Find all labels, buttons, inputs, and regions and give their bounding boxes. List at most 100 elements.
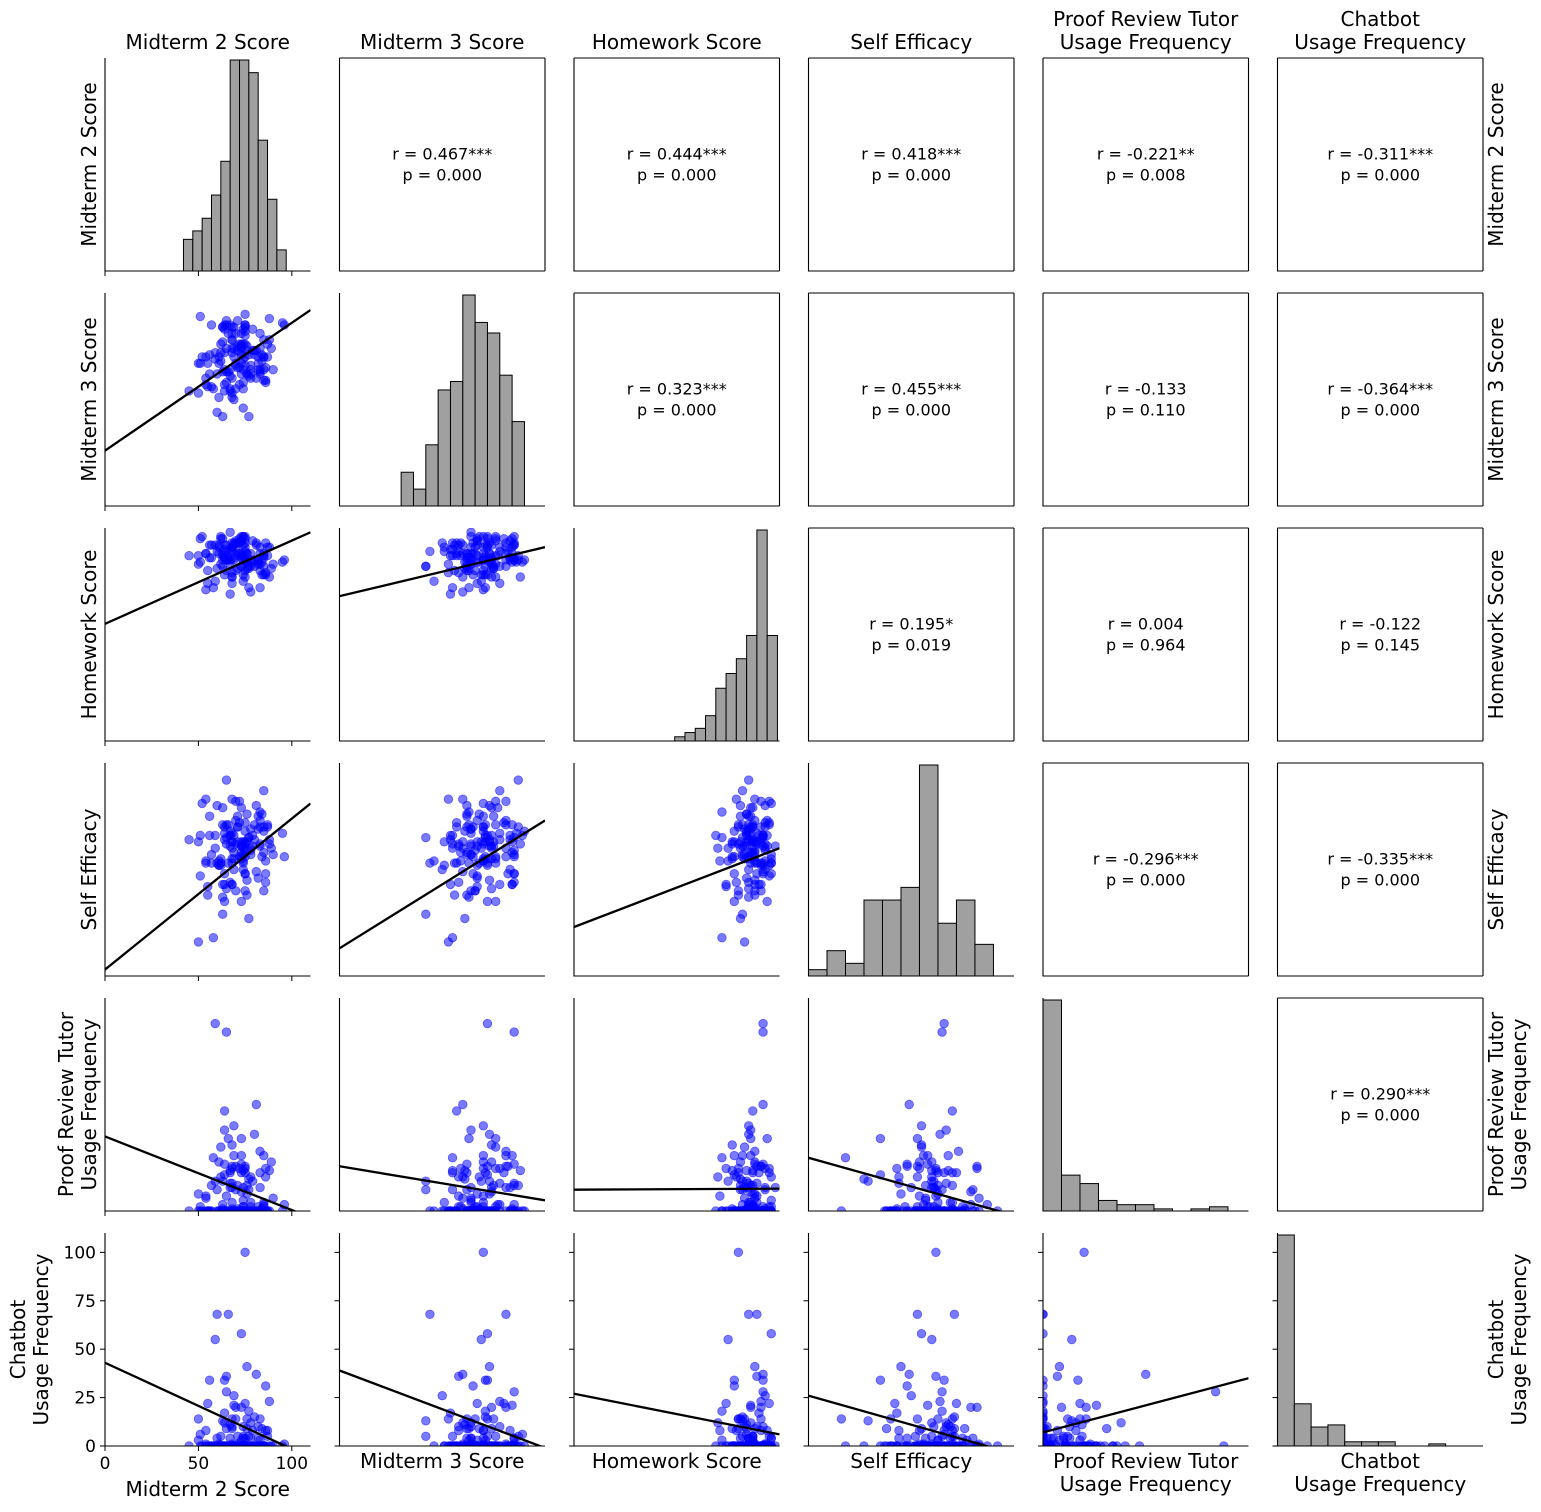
scatter-point [495, 578, 505, 589]
scatter-point [236, 1328, 247, 1339]
scatter-point [484, 875, 495, 885]
scatter-point [735, 811, 746, 821]
correlation-p-label: p = 0.145 [1340, 636, 1420, 655]
scatter-point [746, 1150, 756, 1161]
correlation-r-label: r = 0.467*** [392, 145, 492, 164]
scatter-point [836, 1414, 847, 1424]
scatter-point [421, 909, 431, 919]
regression-group [339, 819, 545, 950]
scatter-point [756, 1396, 766, 1407]
scatter-point [223, 1309, 234, 1320]
scatter-point [937, 1387, 947, 1397]
scatter-point [453, 1421, 464, 1432]
panel-midterm3-vs-proof_tutor: r = -0.133 p = 0.110 [1042, 292, 1250, 507]
scatter-point [1062, 1431, 1073, 1442]
scatter-point [244, 582, 254, 593]
correlation-p-label: p = 0.008 [1106, 166, 1186, 185]
scatter-point [212, 546, 222, 557]
scatter-point [1102, 1423, 1112, 1434]
scatter-point [223, 1133, 234, 1144]
scatter-point [453, 877, 464, 887]
y-tick-label: 100 [64, 1243, 96, 1263]
scatter-point [972, 1163, 982, 1174]
scatter-point [756, 879, 766, 890]
scatter-point [242, 875, 252, 885]
scatter-point [912, 1133, 923, 1144]
regression-group [574, 1187, 780, 1191]
scatter-point [916, 1142, 927, 1152]
scatter-point [1043, 1431, 1048, 1442]
histogram-bar [1042, 999, 1062, 1212]
scatter-point [939, 1167, 949, 1178]
scatter-point [460, 913, 470, 924]
scatter-point [451, 822, 462, 832]
regression-line [574, 1187, 780, 1191]
scatter-point [210, 576, 220, 586]
scatter-point [229, 854, 239, 864]
scatter-point [750, 794, 760, 804]
scatter-point [490, 896, 501, 907]
scatter-point [715, 1425, 725, 1436]
scatter-point [1091, 1400, 1102, 1411]
scatter-point [240, 1247, 250, 1258]
scatter-point [227, 542, 237, 552]
correlation-p-label: p = 0.000 [871, 401, 951, 420]
scatter-point [949, 1412, 960, 1422]
scatter-point [758, 830, 768, 841]
regression-group [105, 309, 311, 452]
scatter-point [244, 1406, 254, 1416]
scatter-point [236, 896, 247, 907]
histogram-bar [462, 294, 476, 507]
scatter-point [251, 1369, 262, 1380]
scatter-point [752, 1161, 762, 1171]
scatter-point [439, 1197, 450, 1208]
scatter-point [279, 852, 290, 862]
scatter-point [1067, 1334, 1077, 1345]
scatter-point [447, 1184, 458, 1195]
scatter-point [762, 1133, 772, 1144]
histogram-bar [1377, 1441, 1396, 1447]
scatter-point [216, 533, 226, 544]
scatter-point [478, 798, 489, 809]
scatter-point [713, 843, 723, 853]
scatter-point [240, 839, 250, 849]
scatter-point [216, 1431, 226, 1442]
scatter-point [743, 1129, 754, 1140]
scatter-point [949, 1309, 960, 1320]
histogram-bar [937, 922, 957, 977]
scatter-point [223, 555, 234, 565]
scatter-point [910, 1431, 921, 1442]
scatter-point [764, 796, 774, 807]
scatter-point [890, 1398, 900, 1409]
scatter-point [501, 1309, 511, 1320]
scatter-point [1081, 1402, 1091, 1412]
scatter-point [193, 937, 204, 947]
scatter-point [743, 1121, 754, 1131]
scatter-point [509, 1027, 519, 1037]
scatter-point [490, 854, 501, 864]
histogram-bar [1344, 1441, 1363, 1447]
scatter-point [439, 542, 450, 552]
scatter-points [836, 1247, 1003, 1446]
x-axis-label: Chatbot [1340, 1449, 1420, 1473]
scatter-point [902, 1161, 912, 1171]
histogram-bar [715, 687, 727, 742]
scatter-point [197, 798, 207, 809]
scatter-point [951, 1398, 962, 1409]
scatter-point [255, 364, 265, 375]
scatter-point [729, 1375, 739, 1385]
scatter-point [197, 531, 207, 542]
scatter-point [482, 1328, 493, 1339]
panel-proof_tutor-vs-self_efficacy [807, 998, 1014, 1212]
scatter-point [212, 1309, 222, 1320]
scatter-point [208, 1153, 219, 1163]
scatter-point [484, 548, 495, 559]
correlation-r-label: r = -0.221** [1097, 145, 1195, 164]
scatter-point [947, 1180, 958, 1191]
regression-line [1043, 1377, 1249, 1434]
scatter-point [723, 843, 733, 853]
y-axis-label: Usage Frequency [77, 1018, 101, 1190]
row-label-right: Usage Frequency [1507, 1018, 1531, 1190]
y-axis-label: Usage Frequency [29, 1253, 53, 1425]
histogram-bar [425, 444, 439, 507]
